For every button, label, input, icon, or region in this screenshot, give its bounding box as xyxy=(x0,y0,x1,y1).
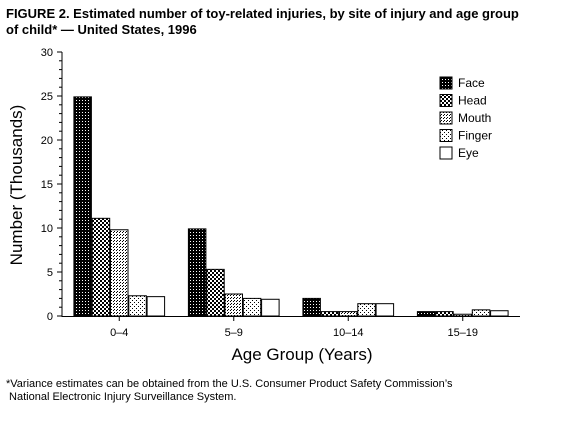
bar-head-0 xyxy=(91,217,111,317)
y-tick-label: 0 xyxy=(47,311,53,323)
bar-eye-1 xyxy=(261,298,280,317)
bar-head-3 xyxy=(435,311,454,317)
y-tick-label: 15 xyxy=(41,179,53,191)
y-tick-label: 30 xyxy=(41,47,53,59)
legend-swatch-eye xyxy=(439,146,453,160)
figure-title-line1: FIGURE 2. Estimated number of toy-relate… xyxy=(6,6,519,21)
bars-group xyxy=(73,96,509,317)
y-ticks-group: 0 5 10 15 20 25 30 xyxy=(41,47,62,323)
bar-head-2 xyxy=(320,311,340,317)
legend-label-head: Head xyxy=(458,94,487,108)
bar-mouth-2 xyxy=(339,311,358,317)
bar-face-0 xyxy=(73,96,92,317)
bar-finger-0 xyxy=(128,295,147,317)
x-tick-label: 5–9 xyxy=(225,327,243,339)
legend-label-eye: Eye xyxy=(458,146,479,160)
y-tick-label: 20 xyxy=(41,135,53,147)
legend-label-mouth: Mouth xyxy=(458,111,491,125)
legend-swatch-finger xyxy=(439,129,453,142)
bar-mouth-1 xyxy=(224,293,243,317)
legend-swatch-face xyxy=(439,76,453,90)
figure-title: FIGURE 2. Estimated number of toy-relate… xyxy=(6,6,576,38)
y-axis-label: Number (Thousands) xyxy=(7,105,26,266)
bar-finger-2 xyxy=(357,303,376,317)
bar-face-2 xyxy=(302,297,321,317)
x-ticks-group: 0–4 5–9 10–14 15–19 xyxy=(110,316,478,339)
bar-head-1 xyxy=(206,268,225,317)
y-tick-label: 25 xyxy=(41,91,53,103)
bar-finger-1 xyxy=(242,297,262,317)
bar-face-3 xyxy=(416,311,436,317)
x-tick-label: 10–14 xyxy=(333,327,364,339)
x-tick-label: 0–4 xyxy=(110,327,128,339)
x-tick-label: 15–19 xyxy=(447,327,478,339)
y-tick-label: 10 xyxy=(41,223,53,235)
legend-label-face: Face xyxy=(458,76,485,90)
bar-eye-0 xyxy=(146,296,166,317)
y-tick-label: 5 xyxy=(47,267,53,279)
bar-mouth-0 xyxy=(110,229,129,317)
legend-label-finger: Finger xyxy=(458,129,492,143)
legend: Face Head Mouth Finger Eye xyxy=(439,76,492,160)
bar-eye-3 xyxy=(490,310,509,317)
footnote-line1: *Variance estimates can be obtained from… xyxy=(6,378,453,390)
bar-face-1 xyxy=(187,228,207,317)
x-axis-label: Age Group (Years) xyxy=(231,345,372,364)
bar-eye-2 xyxy=(375,303,395,317)
bar-finger-3 xyxy=(471,309,491,317)
footnote-line2: National Electronic Injury Surveillance … xyxy=(6,391,237,403)
bar-mouth-3 xyxy=(453,313,472,317)
figure-title-line2: of child* — United States, 1996 xyxy=(6,22,197,37)
legend-swatch-head xyxy=(439,94,453,107)
footnote: *Variance estimates can be obtained from… xyxy=(6,378,582,404)
legend-swatch-mouth xyxy=(439,111,453,125)
